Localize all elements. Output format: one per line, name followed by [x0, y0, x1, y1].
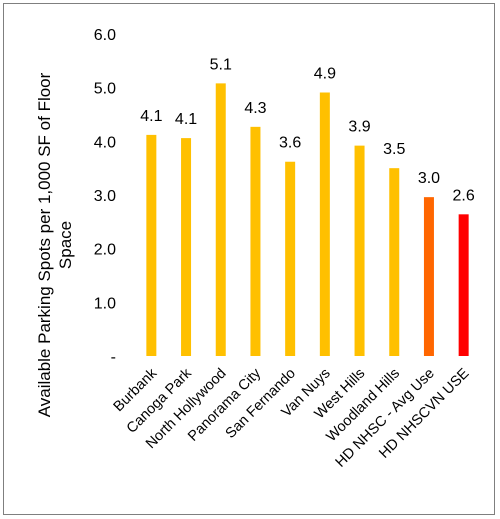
bar [423, 197, 434, 356]
y-axis-label-line-2: Space [56, 221, 75, 269]
bar [215, 83, 226, 356]
y-axis-ticks: - 1.0 2.0 3.0 4.0 5.0 6.0 [94, 27, 116, 366]
bar [389, 168, 400, 356]
bar [250, 126, 261, 357]
data-label: 4.1 [175, 111, 197, 128]
data-label: 4.1 [140, 108, 162, 125]
data-label: 3.9 [348, 119, 370, 136]
y-tick-label: 3.0 [94, 188, 116, 205]
y-tick-label: 1.0 [94, 295, 116, 312]
data-labels: 4.1 4.1 5.1 4.3 3.6 4.9 3.9 3.5 3.0 2.6 [140, 56, 475, 204]
y-tick-label: - [111, 349, 116, 366]
y-tick-label: 2.0 [94, 242, 116, 259]
y-axis-label: Available Parking Spots per 1,000 SF of … [35, 72, 75, 417]
bar [354, 145, 365, 356]
bar [146, 134, 157, 356]
data-label: 5.1 [210, 56, 232, 73]
data-label: 4.9 [314, 65, 336, 82]
y-axis-label-line-1: Available Parking Spots per 1,000 SF of … [35, 72, 54, 417]
bar [458, 214, 469, 356]
y-tick-label: 6.0 [94, 27, 116, 44]
y-tick-label: 5.0 [94, 81, 116, 98]
data-label: 3.6 [279, 135, 301, 152]
bar [319, 92, 330, 356]
chart-frame [3, 3, 495, 515]
bar [285, 161, 296, 356]
bars [146, 83, 469, 357]
data-label: 2.6 [453, 187, 475, 204]
bar [181, 138, 192, 356]
data-label: 3.0 [418, 170, 440, 187]
data-label: 3.5 [383, 141, 405, 158]
y-tick-label: 4.0 [94, 134, 116, 151]
data-label: 4.3 [244, 100, 266, 117]
